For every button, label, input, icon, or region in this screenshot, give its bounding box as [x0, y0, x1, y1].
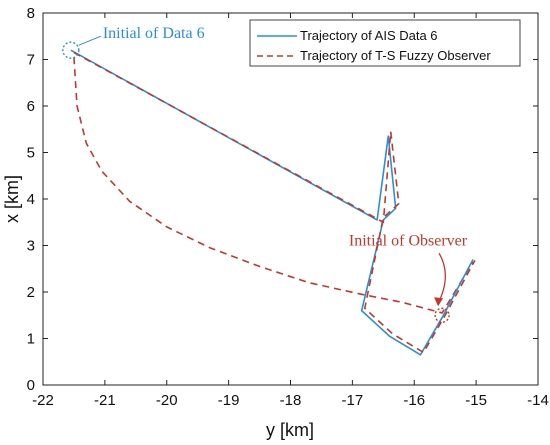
axis-ticks: -22 -21 -20 -19 -18 -17 -16 -15 -14 0 1 2 3 4 5 6 7 8: [27, 5, 549, 409]
y-tick-label: 5: [27, 145, 35, 162]
x-tick-label: -18: [280, 392, 302, 409]
series-observer-overlay: [73, 51, 476, 354]
y-tick-label: 2: [27, 284, 35, 301]
y-tick-label: 1: [27, 331, 35, 348]
x-tick-label: -20: [156, 392, 178, 409]
y-tick-label: 3: [27, 238, 35, 255]
y-axis-label: x [km]: [2, 175, 22, 223]
legend-label-ais: Trajectory of AIS Data 6: [300, 28, 438, 43]
x-tick-label: -19: [218, 392, 240, 409]
series-observer-branch: [70, 49, 474, 356]
y-tick-label: 8: [27, 5, 35, 22]
x-tick-label: -17: [342, 392, 364, 409]
x-tick-label: -15: [465, 392, 487, 409]
legend-box: [249, 19, 521, 67]
x-tick-label: -14: [527, 392, 549, 409]
legend-label-observer: Trajectory of T-S Fuzzy Observer: [300, 48, 491, 63]
x-tick-label: -16: [403, 392, 425, 409]
x-axis-label: y [km]: [266, 420, 314, 440]
initial-data-marker: [62, 41, 80, 59]
initial-data-annotation: Initial of Data 6: [103, 25, 205, 42]
initial-data-leader: [78, 35, 102, 46]
annotations: Initial of Data 6 Initial of Observer: [62, 25, 468, 323]
y-tick-label: 7: [27, 52, 35, 69]
series-ais-data: [73, 57, 474, 314]
series-group: [70, 49, 476, 356]
legend: Trajectory of AIS Data 6 Trajectory of T…: [249, 19, 521, 67]
initial-observer-arrowhead: [434, 297, 444, 307]
y-tick-label: 4: [27, 191, 35, 208]
initial-observer-marker: [434, 307, 450, 323]
x-tick-label: -21: [94, 392, 116, 409]
plot-area: [42, 12, 539, 386]
x-tick-label: -22: [32, 392, 54, 409]
y-tick-label: 0: [27, 377, 35, 394]
initial-observer-annotation: Initial of Observer: [349, 232, 468, 249]
y-tick-label: 6: [27, 98, 35, 115]
